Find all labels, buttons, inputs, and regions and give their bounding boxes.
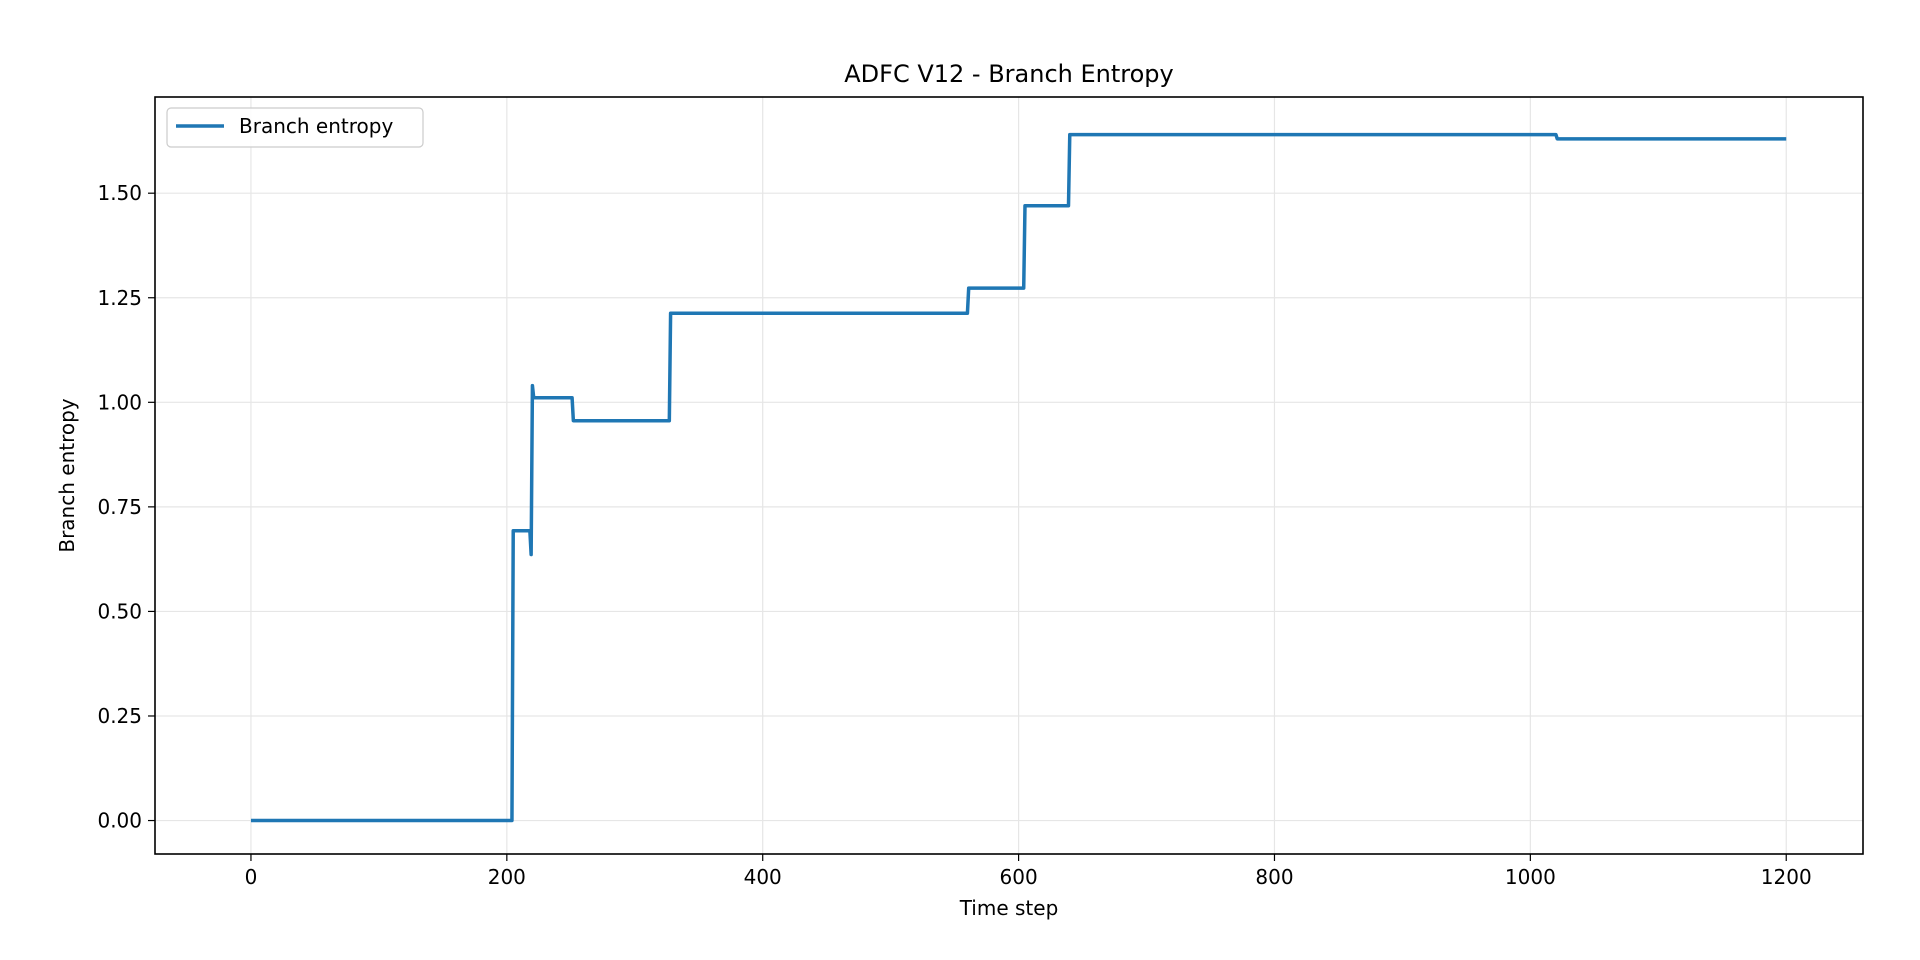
x-tick-label: 200 <box>488 865 526 889</box>
legend-box <box>166 107 424 148</box>
x-tick-label: 800 <box>1255 865 1293 889</box>
legend-label: Branch entropy <box>239 114 393 138</box>
y-tick-label: 0.50 <box>97 599 142 623</box>
y-tick-label: 0.25 <box>97 704 142 728</box>
plot-area-frame <box>154 96 1864 855</box>
axis-ticks: 0 200 400 600 800 1000 1200 0.00 0.25 0.50 0.75 1.0… <box>97 181 1811 889</box>
series-layer <box>250 132 1787 823</box>
chart-title: ADFC V12 - Branch Entropy <box>844 60 1174 88</box>
y-tick-label: 1.00 <box>97 390 142 414</box>
y-tick-label: 1.25 <box>97 286 142 310</box>
grid <box>155 97 1863 854</box>
x-tick-label: 0 <box>245 865 258 889</box>
legend: Branch entropy <box>166 107 424 148</box>
x-axis-title: Time step <box>959 896 1059 920</box>
y-tick-label: 0.75 <box>97 495 142 519</box>
series-line-branch-entropy <box>250 132 1787 823</box>
y-tick-label: 1.50 <box>97 181 142 205</box>
y-tick-label: 0.00 <box>97 809 142 833</box>
x-tick-label: 600 <box>1000 865 1038 889</box>
x-tick-label: 1200 <box>1761 865 1812 889</box>
y-axis-title: Branch entropy <box>55 398 79 552</box>
x-tick-label: 400 <box>744 865 782 889</box>
x-tick-label: 1000 <box>1505 865 1556 889</box>
